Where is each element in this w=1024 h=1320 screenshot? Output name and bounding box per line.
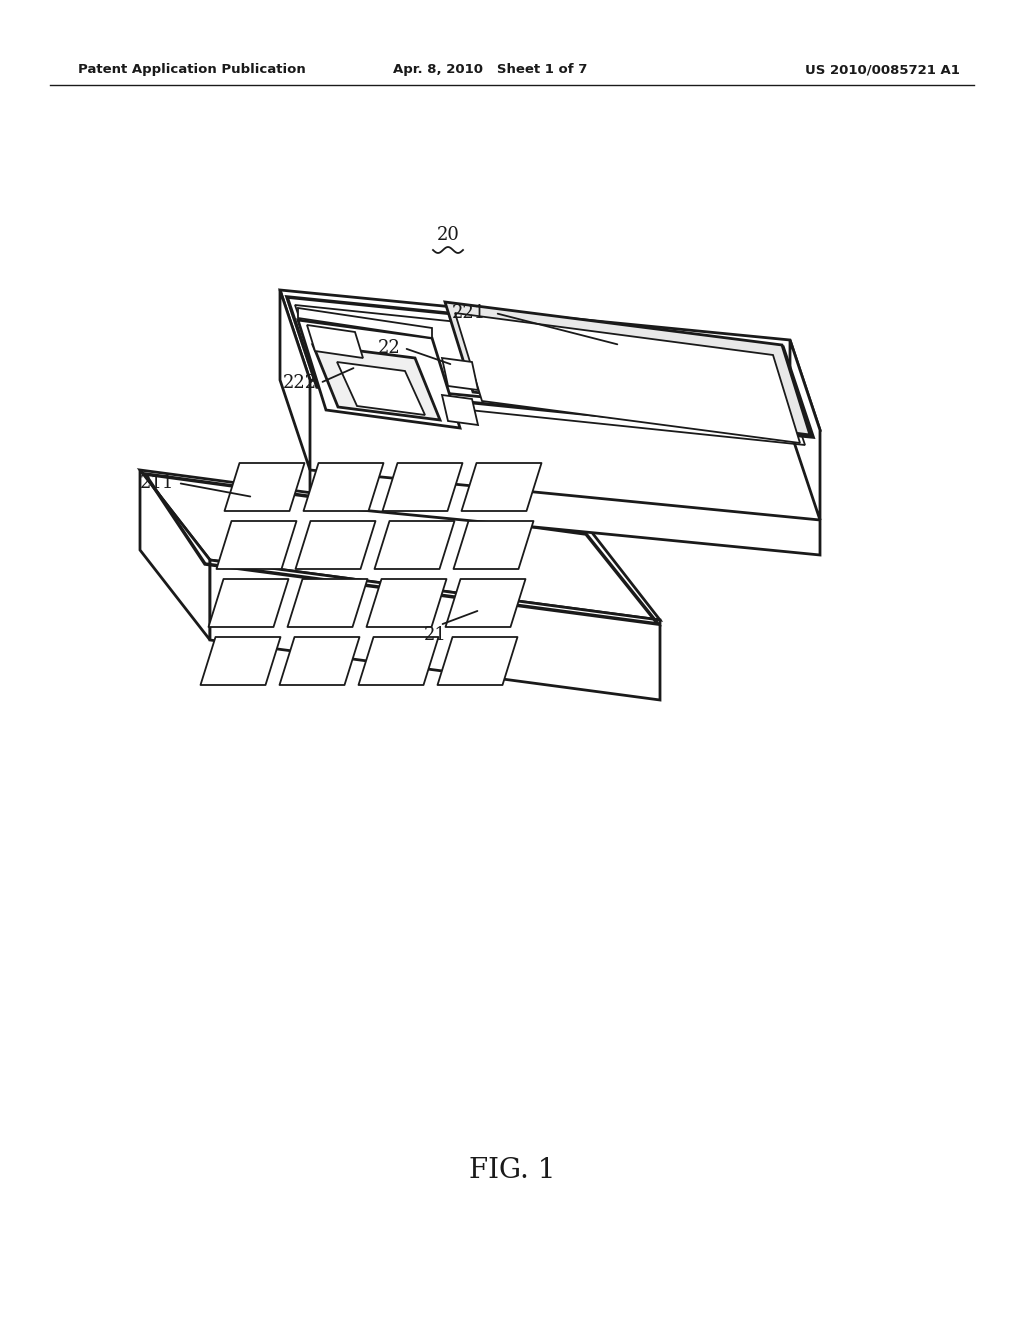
Polygon shape: [337, 362, 425, 414]
Polygon shape: [462, 463, 542, 511]
Text: US 2010/0085721 A1: US 2010/0085721 A1: [805, 63, 961, 77]
Text: 22: 22: [378, 339, 400, 356]
Text: 222: 222: [283, 374, 317, 392]
Polygon shape: [280, 290, 310, 470]
Polygon shape: [383, 463, 463, 511]
Polygon shape: [210, 560, 660, 700]
Polygon shape: [313, 345, 440, 420]
Text: 221: 221: [452, 304, 486, 322]
Polygon shape: [367, 579, 446, 627]
Polygon shape: [307, 325, 362, 358]
Polygon shape: [445, 302, 810, 436]
Text: Apr. 8, 2010   Sheet 1 of 7: Apr. 8, 2010 Sheet 1 of 7: [393, 63, 587, 77]
Polygon shape: [209, 579, 289, 627]
Polygon shape: [310, 470, 820, 554]
Polygon shape: [455, 313, 800, 444]
Polygon shape: [375, 521, 455, 569]
Text: 20: 20: [436, 226, 460, 244]
Polygon shape: [280, 290, 820, 430]
Text: FIG. 1: FIG. 1: [469, 1156, 555, 1184]
Polygon shape: [298, 319, 460, 428]
Polygon shape: [303, 463, 384, 511]
Polygon shape: [224, 463, 304, 511]
Polygon shape: [296, 521, 376, 569]
Text: 211: 211: [140, 474, 174, 492]
Polygon shape: [216, 521, 297, 569]
Polygon shape: [790, 341, 820, 520]
Polygon shape: [445, 579, 525, 627]
Polygon shape: [140, 470, 660, 620]
Polygon shape: [442, 358, 478, 389]
Polygon shape: [442, 395, 478, 425]
Text: Patent Application Publication: Patent Application Publication: [78, 63, 306, 77]
Polygon shape: [201, 638, 281, 685]
Polygon shape: [358, 638, 438, 685]
Polygon shape: [437, 638, 517, 685]
Polygon shape: [288, 579, 368, 627]
Polygon shape: [280, 638, 359, 685]
Polygon shape: [140, 470, 210, 640]
Text: 21: 21: [424, 626, 446, 644]
Polygon shape: [298, 308, 432, 338]
Polygon shape: [454, 521, 534, 569]
